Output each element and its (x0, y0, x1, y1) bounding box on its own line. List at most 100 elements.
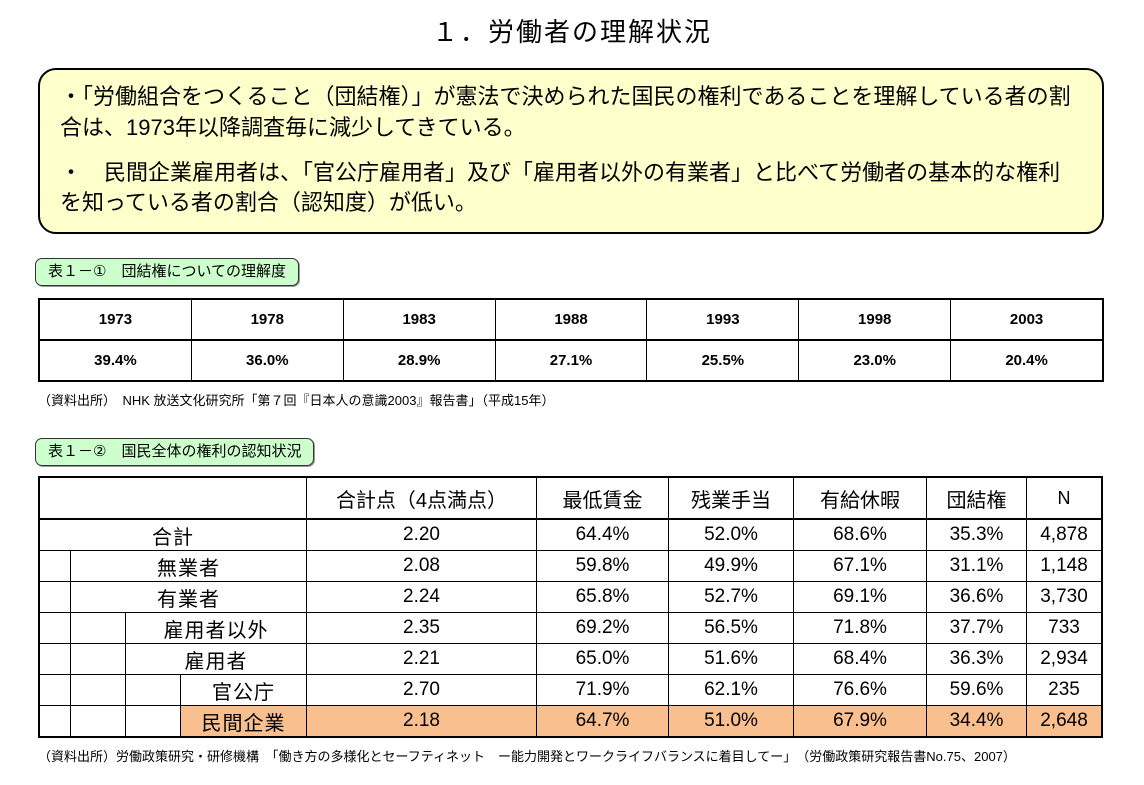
table2-header-cell: 合計点（4点満点） (306, 478, 536, 518)
table1-source: （資料出所） NHK 放送文化研究所「第７回『日本人の意識2003』報告書」（平… (38, 393, 555, 408)
table2-value-cell: 2,934 (1026, 644, 1101, 674)
table2-value-cell: 235 (1026, 675, 1101, 705)
table2-value-cell: 2,648 (1026, 706, 1101, 736)
table2-value-cell: 59.6% (926, 675, 1026, 705)
table2-indent-cell (71, 675, 126, 705)
table2-source: （資料出所）労働政策研究・研修機構 「働き方の多様化とセーフティネット ー能力開… (38, 749, 1016, 764)
table2-value-cell: 68.4% (793, 644, 926, 674)
table2-row: 合計 2.20 64.4% 52.0% 68.6% 35.3% 4,878 (40, 520, 1101, 551)
table1-year-cell: 1998 (798, 300, 950, 339)
table2-value-cell: 67.9% (793, 706, 926, 736)
table2-value-cell: 64.4% (536, 520, 668, 550)
table1-year-cell: 1993 (646, 300, 798, 339)
table2-row-label: 民間企業 (181, 706, 306, 736)
table2-indent-cell (126, 706, 181, 736)
table1-year-cell: 1978 (190, 300, 343, 339)
table1-year-cell: 1988 (494, 300, 647, 339)
table1-value-cell: 27.1% (494, 341, 647, 380)
table2-value-cell: 37.7% (926, 613, 1026, 643)
table2-indent-cell (40, 613, 71, 643)
table1-value-cell: 25.5% (646, 341, 798, 380)
table2-value-cell: 4,878 (1026, 520, 1101, 550)
table2-header-row: 合計点（4点満点） 最低賃金 残業手当 有給休暇 団結権 N (40, 478, 1101, 520)
summary-box: ・「労働組合をつくること（団結権）」が憲法で決められた国民の権利であることを理解… (38, 68, 1104, 234)
table2-value-cell: 2.21 (306, 644, 536, 674)
table1-value-cell: 23.0% (798, 341, 950, 380)
table2-value-cell: 56.5% (668, 613, 793, 643)
table2-value-cell: 65.0% (536, 644, 668, 674)
table2-header-spacer (40, 478, 306, 518)
table2-value-cell: 49.9% (668, 551, 793, 581)
table2-indent-cell (40, 675, 71, 705)
table2-value-cell: 36.6% (926, 582, 1026, 612)
table2-indent-cell (40, 706, 71, 736)
table2-value-cell: 31.1% (926, 551, 1026, 581)
table2-value-cell: 51.6% (668, 644, 793, 674)
table2-value-cell: 71.8% (793, 613, 926, 643)
table1-value-row: 39.4% 36.0% 28.9% 27.1% 25.5% 23.0% 20.4% (40, 341, 1102, 380)
table2-row: 有業者 2.24 65.8% 52.7% 69.1% 36.6% 3,730 (40, 582, 1101, 613)
table2-value-cell: 2.24 (306, 582, 536, 612)
table2-row: 雇用者以外 2.35 69.2% 56.5% 71.8% 37.7% 733 (40, 613, 1101, 644)
table2-value-cell: 2.18 (306, 706, 536, 736)
table1-understanding-by-year: 1973 1978 1983 1988 1993 1998 2003 39.4% 36.0% 2… (38, 298, 1104, 382)
table1-value-cell: 20.4% (950, 341, 1102, 380)
table2-row-label: 有業者 (157, 588, 220, 611)
table2-indent-cell (40, 582, 71, 612)
table2-value-cell: 2.08 (306, 551, 536, 581)
table2-row-label: 官公庁 (212, 681, 275, 704)
table2-indent-cell (40, 644, 71, 674)
table1-value-cell: 28.9% (342, 341, 495, 380)
table2-value-cell: 67.1% (793, 551, 926, 581)
table2-indent-cell (40, 551, 71, 581)
table2-indent-cell (71, 613, 126, 643)
table2-value-cell: 36.3% (926, 644, 1026, 674)
table1-year-cell: 1983 (342, 300, 495, 339)
table2-body: 合計 2.20 64.4% 52.0% 68.6% 35.3% 4,878 無業者 2.08 59… (40, 520, 1101, 736)
table2-value-cell: 69.1% (793, 582, 926, 612)
table2-value-cell: 2.35 (306, 613, 536, 643)
table2-value-cell: 62.1% (668, 675, 793, 705)
table2-value-cell: 68.6% (793, 520, 926, 550)
table2-row-label: 雇用者以外 (163, 619, 269, 642)
table2-value-cell: 3,730 (1026, 582, 1101, 612)
table2-row: 民間企業 2.18 64.7% 51.0% 67.9% 34.4% 2,648 (40, 706, 1101, 736)
table2-value-cell: 1,148 (1026, 551, 1101, 581)
table2-value-cell: 733 (1026, 613, 1101, 643)
table2-header-cell: 有給休暇 (793, 478, 926, 518)
table2-value-cell: 2.70 (306, 675, 536, 705)
table2-row: 無業者 2.08 59.8% 49.9% 67.1% 31.1% 1,148 (40, 551, 1101, 582)
table2-row: 雇用者 2.21 65.0% 51.6% 68.4% 36.3% 2,934 (40, 644, 1101, 675)
table2-value-cell: 76.6% (793, 675, 926, 705)
table1-year-cell: 1973 (98, 311, 133, 328)
table2-header-cell: 団結権 (926, 478, 1026, 518)
table2-value-cell: 71.9% (536, 675, 668, 705)
table2-value-cell: 65.8% (536, 582, 668, 612)
table1-year-row: 1973 1978 1983 1988 1993 1998 2003 (40, 300, 1102, 341)
table2-value-cell: 51.0% (668, 706, 793, 736)
table2-indent-cell (71, 706, 126, 736)
table1-value-cell: 39.4% (94, 352, 137, 369)
table1-year-cell: 2003 (950, 300, 1102, 339)
table2-value-cell: 64.7% (536, 706, 668, 736)
table2-row-label: 雇用者 (184, 650, 248, 673)
table2-rights-awareness: 合計点（4点満点） 最低賃金 残業手当 有給休暇 団結権 N 合計 2.20 64.4% 52.… (38, 476, 1103, 738)
table2-value-cell: 59.8% (536, 551, 668, 581)
table2-value-cell: 52.0% (668, 520, 793, 550)
table2-header-cell: 最低賃金 (536, 478, 668, 518)
table2-indent-cell (126, 675, 181, 705)
table2-value-cell: 2.20 (306, 520, 536, 550)
table2-indent-cell (71, 644, 126, 674)
table1-label: 表１－① 団結権についての理解度 (35, 258, 299, 286)
table2-row-label: 合計 (152, 526, 194, 549)
table2-row-label: 無業者 (157, 557, 220, 580)
table2-value-cell: 35.3% (926, 520, 1026, 550)
summary-bullet-2: ・ 民間企業雇用者は、「官公庁雇用者」及び「雇用者以外の有業者」と比べて労働者の… (60, 159, 1061, 216)
table2-value-cell: 52.7% (668, 582, 793, 612)
summary-bullet-1: ・「労働組合をつくること（団結権）」が憲法で決められた国民の権利であることを理解… (60, 84, 1071, 140)
table2-header-cell: 残業手当 (668, 478, 793, 518)
page-title: １．労働者の理解状況 (431, 17, 712, 47)
table2-label: 表１－② 国民全体の権利の認知状況 (35, 438, 315, 466)
table2-value-cell: 34.4% (926, 706, 1026, 736)
